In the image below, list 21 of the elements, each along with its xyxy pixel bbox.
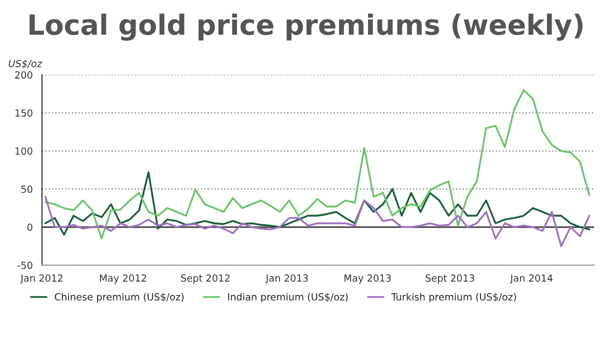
legend-label: Chinese premium (US$/oz) — [54, 292, 184, 302]
chart-title: Local gold price premiums (weekly) — [30, 14, 583, 41]
x-tick-label: Jan 2013 — [265, 274, 308, 284]
x-tick-label: May 2012 — [100, 274, 146, 284]
x-tick-label: May 2013 — [344, 274, 391, 284]
y-tick-label: 150 — [15, 109, 32, 117]
legend-label: Turkish premium (US$/oz) — [391, 292, 516, 302]
legend-label: Indian premium (US$/oz) — [228, 292, 348, 302]
x-tick-label: Sept 2012 — [181, 274, 230, 284]
x-tick-label: Sept 2013 — [426, 274, 474, 284]
y-axis-title: US$/oz — [8, 60, 42, 68]
x-tick-label: Jan 2014 — [510, 274, 553, 284]
x-tick-label: Jan 2012 — [20, 274, 62, 284]
y-tick-label: 50 — [21, 186, 32, 193]
line-series — [44, 89, 590, 240]
y-tick-label: -50 — [18, 262, 32, 270]
line-series — [44, 196, 590, 248]
y-tick-label: 0 — [27, 224, 32, 231]
y-tick-label: 100 — [15, 147, 32, 155]
line-series — [44, 171, 590, 236]
y-tick-label: 200 — [15, 71, 32, 79]
